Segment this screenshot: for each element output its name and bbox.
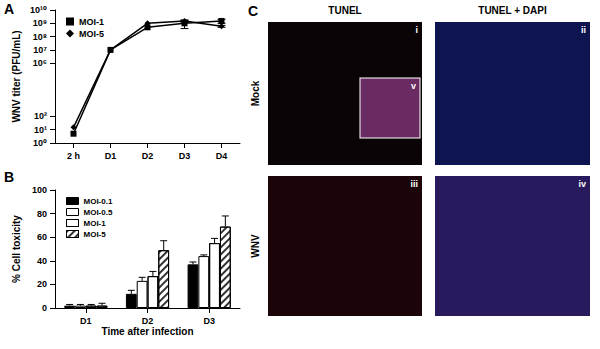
svg-text:2 h: 2 h	[67, 151, 80, 161]
svg-text:WNV: WNV	[250, 234, 261, 258]
svg-text:D1: D1	[80, 316, 92, 326]
svg-text:40: 40	[37, 256, 47, 266]
svg-text:ii: ii	[581, 25, 586, 35]
svg-text:D1: D1	[105, 151, 117, 161]
svg-text:Mock: Mock	[250, 80, 261, 106]
svg-text:10⁰: 10⁰	[33, 138, 47, 148]
svg-text:WNV titer (PFU/mL): WNV titer (PFU/mL)	[11, 30, 22, 122]
svg-text:100: 100	[32, 185, 47, 195]
svg-text:v: v	[411, 81, 416, 91]
svg-text:10⁹: 10⁹	[33, 18, 47, 28]
svg-text:60: 60	[37, 232, 47, 242]
svg-text:0: 0	[42, 303, 47, 313]
svg-text:MOI-1: MOI-1	[84, 219, 107, 228]
svg-text:TUNEL + DAPI: TUNEL + DAPI	[478, 5, 547, 16]
svg-text:iv: iv	[578, 179, 586, 189]
svg-text:TUNEL: TUNEL	[328, 5, 361, 16]
svg-text:i: i	[415, 25, 418, 35]
svg-text:10⁷: 10⁷	[33, 45, 47, 55]
svg-text:80: 80	[37, 209, 47, 219]
svg-text:Time after infection: Time after infection	[101, 326, 193, 337]
svg-text:MOI-0.1: MOI-0.1	[84, 197, 113, 206]
svg-text:10²: 10²	[34, 111, 47, 121]
svg-text:D4: D4	[216, 151, 228, 161]
svg-text:10¹⁰: 10¹⁰	[30, 5, 47, 15]
svg-text:% Cell toxicity: % Cell toxicity	[11, 215, 22, 283]
svg-text:MOI-1: MOI-1	[79, 17, 104, 27]
svg-text:10⁶: 10⁶	[33, 58, 47, 68]
svg-text:A: A	[4, 1, 14, 17]
svg-text:20: 20	[37, 279, 47, 289]
svg-text:B: B	[4, 169, 14, 185]
svg-text:MOI-5: MOI-5	[79, 29, 104, 39]
svg-text:10⁸: 10⁸	[33, 32, 47, 42]
svg-text:D2: D2	[142, 316, 154, 326]
svg-text:D2: D2	[142, 151, 154, 161]
svg-text:D3: D3	[179, 151, 191, 161]
svg-text:MOI-0.5: MOI-0.5	[84, 208, 113, 217]
svg-text:D3: D3	[203, 316, 215, 326]
svg-text:10¹: 10¹	[34, 125, 47, 135]
svg-text:MOI-5: MOI-5	[84, 230, 107, 239]
svg-text:C: C	[248, 3, 258, 19]
svg-text:iii: iii	[410, 179, 418, 189]
